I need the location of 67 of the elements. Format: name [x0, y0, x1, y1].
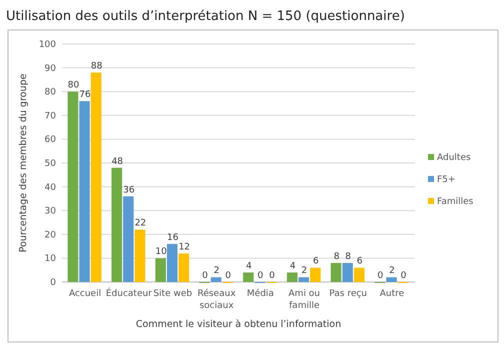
x-tick-label: Autre [380, 289, 405, 299]
bar [178, 253, 190, 282]
bar [286, 272, 298, 282]
y-tick-label: 20 [44, 230, 56, 240]
y-tick-label: 70 [44, 111, 56, 122]
bar [134, 230, 146, 282]
data-label: 80 [68, 80, 80, 91]
bar [155, 258, 166, 282]
legend-label: Familles [437, 197, 474, 207]
data-label: 0 [269, 271, 276, 281]
y-tick-label: 50 [44, 159, 56, 169]
data-label: 2 [214, 266, 220, 276]
bar [354, 268, 364, 282]
data-label: 36 [123, 185, 135, 196]
y-tick-label: 90 [44, 64, 56, 74]
bar [166, 244, 178, 282]
data-label: 2 [301, 266, 308, 276]
y-tick-label: 100 [38, 40, 56, 50]
y-tick-label: 40 [44, 182, 56, 193]
data-label: 16 [166, 232, 179, 243]
data-label: 2 [389, 266, 395, 276]
legend-label: Adultes [437, 153, 471, 163]
data-label: 4 [290, 261, 296, 272]
data-label: 0 [400, 271, 407, 281]
data-label: 76 [79, 90, 92, 100]
bar [210, 277, 222, 282]
data-label: 10 [155, 247, 168, 258]
x-tick-label: Accueil [68, 289, 102, 299]
data-label: 48 [112, 156, 124, 167]
data-label: 6 [312, 256, 319, 267]
y-tick-label: 30 [44, 206, 56, 217]
legend-label: F5+ [437, 175, 456, 185]
bar [310, 268, 321, 282]
x-tick-label: Pas reçu [329, 289, 368, 299]
data-label: 4 [246, 261, 252, 272]
y-axis-title: Pourcentage des membres du groupe [18, 74, 29, 252]
data-label: 88 [90, 62, 103, 72]
y-tick-label: 10 [44, 254, 56, 264]
bar [112, 168, 122, 282]
x-axis-title: Comment le visiteur à obtenu l’information [136, 319, 342, 330]
bar [123, 196, 134, 282]
x-tick-label: Réseaux sociaux [197, 288, 236, 311]
x-tick-label: Éducateur [106, 287, 152, 299]
data-label: 0 [202, 271, 208, 281]
bar [79, 101, 90, 282]
bar [298, 277, 310, 282]
bar [68, 92, 78, 282]
bar [243, 272, 254, 282]
data-label: 0 [378, 271, 384, 281]
bar [90, 72, 102, 282]
data-label: 22 [134, 218, 146, 229]
data-label: 8 [334, 252, 340, 262]
x-tick-label: Média [246, 288, 274, 299]
chart-title: Utilisation des outils d’interprétation N = 150 (questionnaire) [6, 9, 405, 24]
bar [386, 277, 397, 282]
data-label: 8 [345, 252, 352, 262]
data-label: 0 [225, 271, 232, 281]
y-tick-label: 60 [44, 135, 56, 146]
bar [330, 262, 342, 282]
data-label: 12 [178, 242, 190, 252]
x-tick-label: Site web [153, 289, 192, 299]
bar [342, 262, 353, 282]
data-label: 6 [356, 256, 363, 267]
y-tick-label: 0 [50, 278, 56, 288]
y-tick-label: 80 [44, 88, 56, 98]
x-tick-label: Ami ou famille [288, 289, 320, 311]
data-label: 0 [258, 271, 264, 281]
